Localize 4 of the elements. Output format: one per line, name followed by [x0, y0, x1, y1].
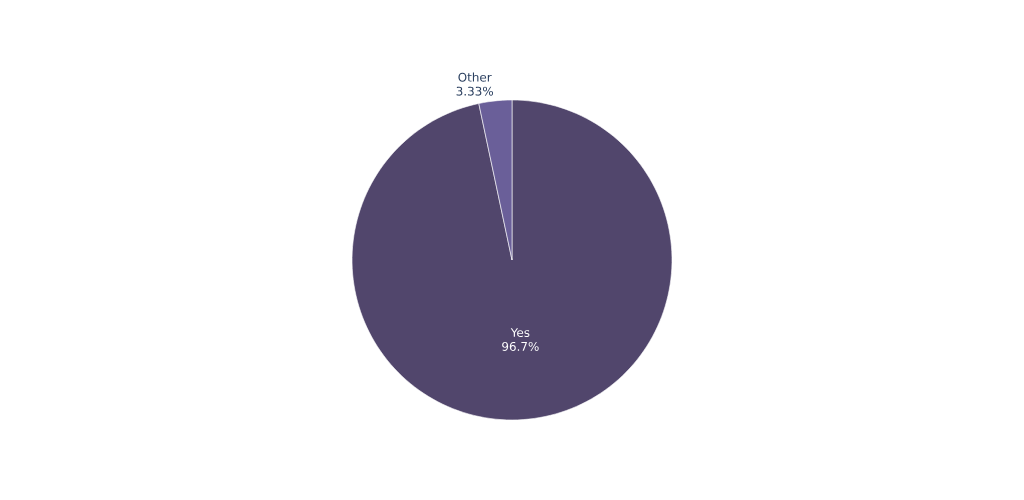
data-label: 3.33%	[456, 86, 494, 96]
slice-label: Other	[458, 72, 492, 82]
data-label: 96.7%	[502, 341, 539, 351]
slice-label: Yes	[510, 328, 530, 338]
